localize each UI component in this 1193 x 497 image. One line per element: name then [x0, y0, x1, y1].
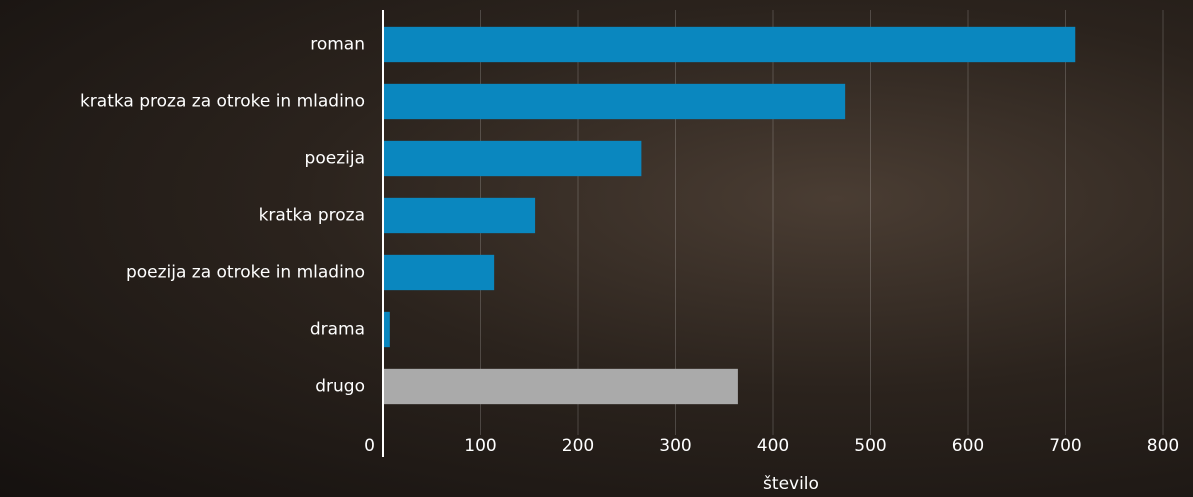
- x-tick-label: 300: [659, 436, 691, 456]
- y-tick-label: drama: [310, 320, 365, 340]
- x-tick-label: 0: [364, 436, 375, 456]
- x-tick-label: 600: [952, 436, 984, 456]
- x-tick-label: 500: [854, 436, 886, 456]
- bar: [383, 311, 390, 348]
- bar: [383, 254, 495, 291]
- y-tick-label: kratka proza za otroke in mladino: [80, 92, 365, 112]
- x-tick-label: 400: [757, 436, 789, 456]
- y-tick-label: poezija za otroke in mladino: [126, 263, 365, 283]
- x-tick-label: 700: [1049, 436, 1081, 456]
- x-tick-label: 800: [1147, 436, 1179, 456]
- bar: [383, 197, 536, 234]
- x-tick-label: 200: [562, 436, 594, 456]
- bar: [383, 140, 642, 177]
- y-tick-label: roman: [310, 35, 365, 55]
- y-tick-label: kratka proza: [259, 206, 365, 226]
- bar: [383, 368, 738, 405]
- x-tick-label: 100: [464, 436, 496, 456]
- bar: [383, 26, 1076, 63]
- y-tick-label: poezija: [305, 149, 365, 169]
- x-axis-label: število: [763, 474, 819, 494]
- bar: [383, 83, 846, 120]
- y-tick-label: drugo: [315, 377, 365, 397]
